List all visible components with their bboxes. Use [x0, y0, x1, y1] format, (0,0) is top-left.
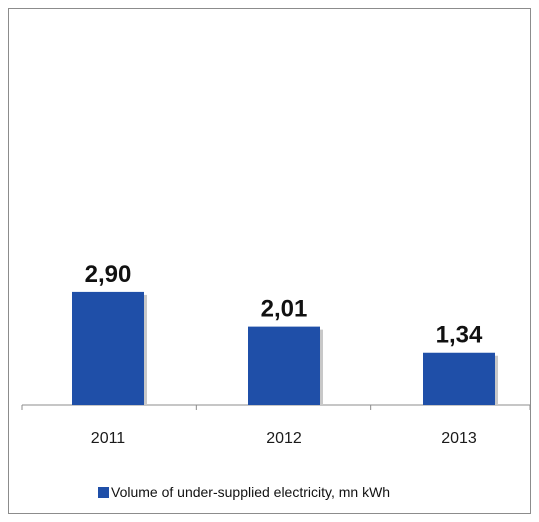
- data-label-2012: 2,01: [261, 296, 308, 323]
- data-label-2011: 2,90: [85, 261, 132, 288]
- bar-2012: [248, 326, 320, 405]
- legend-label: Volume of under-supplied electricity, mn…: [111, 484, 391, 500]
- bar-2013: [423, 352, 495, 405]
- bar-2011: [72, 291, 144, 405]
- category-labels-group: 2011 2012 2013: [91, 430, 477, 447]
- legend: Volume of under-supplied electricity, mn…: [98, 484, 390, 500]
- legend-swatch: [98, 486, 109, 498]
- bars-group: [72, 291, 498, 405]
- x-tick-label-2013: 2013: [441, 430, 477, 447]
- x-tick-label-2011: 2011: [91, 430, 126, 447]
- data-label-2013: 1,34: [436, 322, 483, 349]
- x-tick-label-2012: 2012: [266, 430, 302, 447]
- data-labels-group: 2,90 2,01 1,34: [85, 261, 483, 349]
- x-axis-ticks: [21, 405, 531, 410]
- chart-frame: [8, 8, 531, 514]
